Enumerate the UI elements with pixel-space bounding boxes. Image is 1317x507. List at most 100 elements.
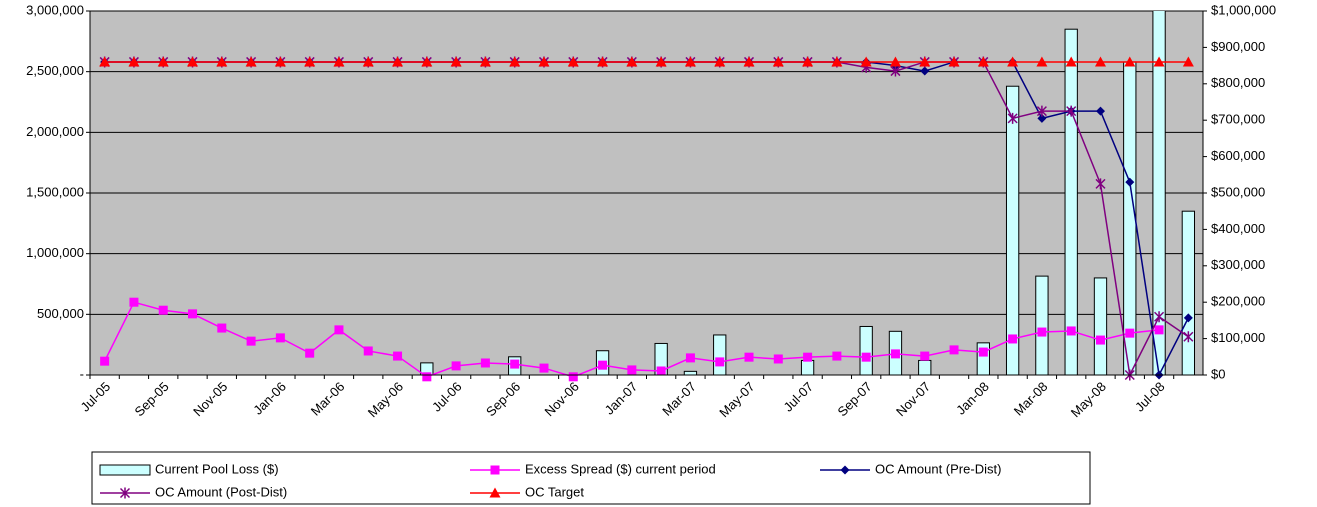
marker <box>187 56 199 67</box>
marker <box>1125 177 1135 187</box>
legend-swatch <box>99 464 151 476</box>
y-tick-label: 2,500,000 <box>26 63 84 78</box>
legend-label: Current Pool Loss ($) <box>155 461 279 476</box>
bar-layer <box>420 11 1196 375</box>
marker <box>128 56 140 67</box>
marker <box>246 336 256 346</box>
bar <box>1093 277 1108 375</box>
x-tick-label: Mar-08 <box>1011 379 1051 419</box>
y2-tick-label: $0 <box>1211 366 1225 381</box>
marker <box>421 56 433 67</box>
marker <box>744 352 754 362</box>
marker <box>1094 56 1106 67</box>
marker <box>99 56 111 67</box>
x-tick-label: May-06 <box>365 379 406 420</box>
marker <box>626 56 638 67</box>
marker <box>333 56 345 67</box>
marker <box>684 56 696 67</box>
marker <box>1037 113 1047 123</box>
marker <box>539 363 549 373</box>
marker <box>334 325 344 335</box>
marker <box>362 56 374 67</box>
x-tick-label: Mar-06 <box>308 379 348 419</box>
marker <box>1154 311 1165 323</box>
marker <box>1183 331 1194 343</box>
marker <box>304 56 316 67</box>
x-tick-label: Jul-05 <box>78 379 114 415</box>
marker <box>1182 56 1194 67</box>
x-tick-label: Nov-06 <box>542 379 582 419</box>
marker <box>188 309 198 319</box>
y2-tick-label: $1,000,000 <box>1211 2 1276 17</box>
bar <box>420 362 434 375</box>
marker <box>1095 335 1105 345</box>
x-tick-label: Sep-06 <box>483 379 523 419</box>
x-tick-label: Nov-05 <box>190 379 230 419</box>
x-tick-label: May-07 <box>716 379 757 420</box>
y2-tick-label: $200,000 <box>1211 294 1265 309</box>
marker <box>715 357 725 367</box>
marker <box>889 56 901 67</box>
marker <box>714 56 726 67</box>
marker <box>655 56 667 67</box>
marker <box>1124 56 1136 67</box>
x-tick-label: Sep-07 <box>834 379 874 419</box>
marker <box>1066 105 1077 117</box>
legend-label: OC Amount (Post-Dist) <box>155 484 287 499</box>
marker <box>305 348 315 358</box>
marker <box>597 56 609 67</box>
marker <box>1125 328 1135 338</box>
y-tick-label: 2,000,000 <box>26 124 84 139</box>
marker <box>1153 56 1165 67</box>
legend-label: OC Amount (Pre-Dist) <box>875 461 1001 476</box>
marker <box>803 352 813 362</box>
marker <box>949 345 959 355</box>
y2-tick-label: $400,000 <box>1211 221 1265 236</box>
marker <box>450 56 462 67</box>
marker <box>977 56 989 67</box>
legend-label: OC Target <box>525 484 584 499</box>
marker <box>920 66 930 76</box>
legend-box <box>91 451 1091 505</box>
marker <box>1036 105 1047 117</box>
x-tick-label: Nov-07 <box>893 379 933 419</box>
marker <box>538 56 550 67</box>
marker <box>451 361 461 371</box>
legend-label: Excess Spread ($) current period <box>525 461 716 476</box>
marker <box>245 56 257 67</box>
line-layer <box>99 56 1194 382</box>
marker <box>832 351 842 361</box>
x-tick-label: Sep-05 <box>132 379 172 419</box>
y2-tick-label: $800,000 <box>1211 75 1265 90</box>
marker <box>773 354 783 364</box>
marker <box>831 56 843 67</box>
y2-tick-label: $300,000 <box>1211 257 1265 272</box>
marker <box>1037 327 1047 337</box>
marker <box>392 56 404 67</box>
bar <box>1005 85 1020 375</box>
marker <box>509 56 521 67</box>
marker <box>685 353 695 363</box>
marker <box>490 465 500 475</box>
y-tick-label: - <box>80 366 84 381</box>
marker <box>802 56 814 67</box>
marker <box>363 346 373 356</box>
marker <box>216 56 228 67</box>
bar <box>713 334 727 375</box>
marker <box>948 56 960 67</box>
marker <box>656 366 666 376</box>
marker <box>480 358 490 368</box>
marker <box>1008 334 1018 344</box>
marker <box>1095 106 1105 116</box>
marker <box>129 297 139 307</box>
marker <box>1095 178 1106 190</box>
marker <box>598 360 608 370</box>
bar <box>683 370 698 375</box>
marker <box>840 465 850 475</box>
bar <box>1123 61 1137 375</box>
marker <box>422 372 432 382</box>
marker <box>157 56 169 67</box>
bar <box>1064 28 1078 375</box>
marker <box>978 347 988 357</box>
marker <box>920 351 930 361</box>
